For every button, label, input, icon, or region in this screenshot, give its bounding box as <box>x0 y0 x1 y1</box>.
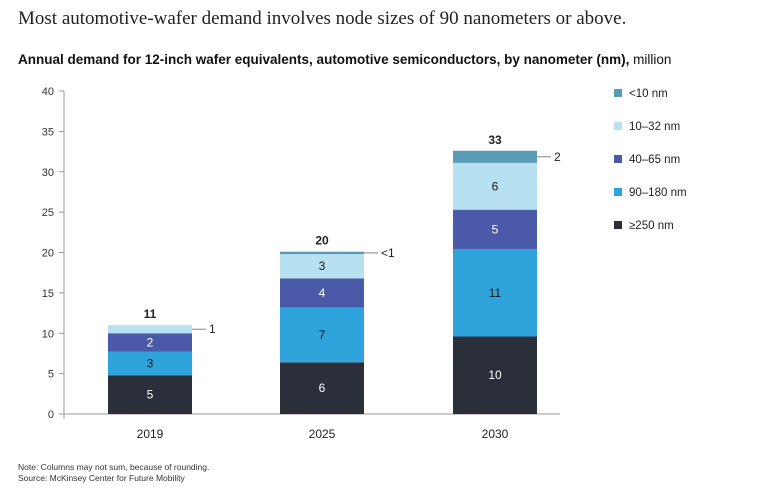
y-tick-label: 35 <box>42 126 54 138</box>
callout-label: 1 <box>209 322 216 336</box>
bar-segment <box>280 254 364 279</box>
bar-segment-label: 11 <box>489 286 502 300</box>
bar-segment <box>453 336 537 414</box>
legend-swatch <box>614 89 622 97</box>
x-category-label: 2030 <box>482 427 509 441</box>
bar-total-label: 20 <box>315 234 329 248</box>
bar-segment-label: 5 <box>492 222 499 236</box>
y-tick-label: 30 <box>42 167 54 179</box>
bar-segment-label: 5 <box>147 388 154 402</box>
bar-segment-label: 7 <box>319 328 326 342</box>
bar-segment <box>280 278 364 308</box>
bar-segment <box>453 162 537 210</box>
bar-segment-label: 6 <box>492 179 499 193</box>
y-tick-label: 0 <box>48 409 54 421</box>
bar-segment-label: 4 <box>319 286 326 300</box>
y-tick-label: 25 <box>42 207 54 219</box>
bar-segment <box>453 209 537 250</box>
legend-label: <10 nm <box>629 88 668 100</box>
bar-segment <box>108 325 192 334</box>
bar-segment-label: 10 <box>488 368 502 382</box>
legend-swatch <box>614 221 622 229</box>
bar-segment-label: 3 <box>319 259 326 273</box>
bar-segment-label: 2 <box>147 336 154 350</box>
legend-swatch <box>614 122 622 130</box>
bar-segment <box>280 362 364 414</box>
legend-label: 40–65 nm <box>629 154 680 166</box>
bar-segment <box>453 150 537 163</box>
x-category-label: 2025 <box>309 427 336 441</box>
bar-segment <box>108 351 192 376</box>
callout-label: 2 <box>554 150 561 164</box>
bar-segment <box>108 333 192 352</box>
bar-total-label: 11 <box>144 307 157 321</box>
legend-label: ≥250 nm <box>629 220 674 232</box>
chart-title: Annual demand for 12-inch wafer equivale… <box>18 52 630 67</box>
chart-title-unit: million <box>633 52 672 67</box>
footnote-source: Source: McKinsey Center for Future Mobil… <box>18 473 185 483</box>
bar-segment <box>108 375 192 414</box>
bar-total-label: 33 <box>488 133 502 147</box>
callout-label: <1 <box>381 246 395 260</box>
bar-segment <box>280 307 364 363</box>
footnote-note: Note: Columns may not sum, because of ro… <box>18 462 210 472</box>
bar-segment-label: 6 <box>319 381 326 395</box>
y-tick-label: 15 <box>42 288 54 300</box>
bar-segment <box>453 249 537 337</box>
y-tick-label: 5 <box>48 369 54 381</box>
x-category-label: 2019 <box>137 427 164 441</box>
chart-subtitle: Annual demand for 12-inch wafer equivale… <box>18 52 778 67</box>
y-tick-label: 10 <box>42 328 54 340</box>
bar-segment <box>280 251 364 255</box>
y-tick-label: 20 <box>42 248 54 260</box>
legend-label: 10–32 nm <box>629 121 680 133</box>
legend-swatch <box>614 155 622 163</box>
legend-label: 90–180 nm <box>629 187 687 199</box>
bar-segment-label: 3 <box>147 357 154 371</box>
headline: Most automotive-wafer demand involves no… <box>18 8 627 29</box>
legend-swatch <box>614 188 622 196</box>
y-tick-label: 40 <box>42 86 54 98</box>
